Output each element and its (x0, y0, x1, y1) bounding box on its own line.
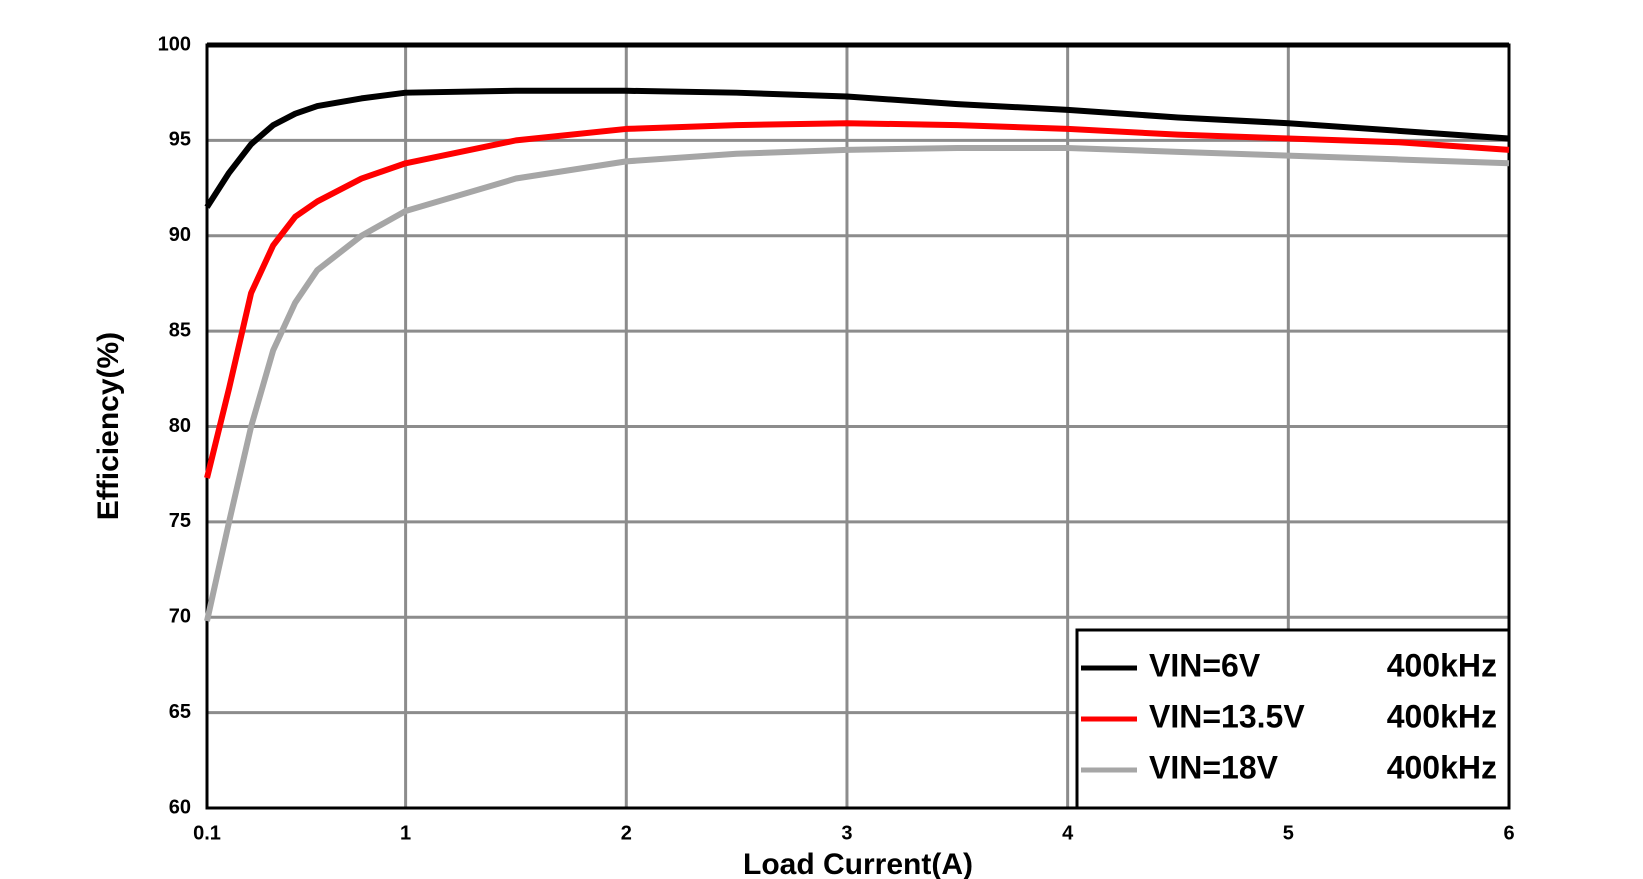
legend-label: VIN=13.5V (1149, 698, 1305, 734)
x-axis-title: Load Current(A) (743, 848, 973, 879)
x-tick-label: 1 (400, 822, 411, 844)
x-tick-label: 5 (1283, 822, 1294, 844)
x-tick-label: 4 (1062, 822, 1074, 844)
series-line (204, 120, 1510, 479)
x-tick-label: 6 (1503, 822, 1514, 844)
series-line (204, 87, 1510, 209)
y-axis-title: Efficiency(%) (92, 332, 125, 520)
y-tick-label: 60 (169, 796, 191, 818)
x-tick-label: 2 (621, 822, 632, 844)
y-tick-label: 75 (169, 510, 191, 532)
legend-frequency: 400kHz (1387, 749, 1497, 785)
series-line (204, 145, 1510, 622)
y-tick-label: 80 (169, 415, 191, 437)
y-tick-label: 90 (169, 224, 191, 246)
y-tick-label: 95 (169, 129, 191, 151)
y-tick-label: 85 (169, 319, 191, 341)
legend-label: VIN=18V (1149, 749, 1279, 785)
y-tick-label: 65 (169, 701, 191, 723)
y-tick-label: 100 (158, 33, 191, 55)
x-tick-label: 0.1 (193, 822, 221, 844)
legend-label: VIN=6V (1149, 647, 1261, 683)
legend-frequency: 400kHz (1387, 647, 1497, 683)
legend-frequency: 400kHz (1387, 698, 1497, 734)
legend-box (1075, 628, 1511, 810)
x-tick-label: 3 (841, 822, 852, 844)
y-tick-label: 70 (169, 606, 191, 628)
